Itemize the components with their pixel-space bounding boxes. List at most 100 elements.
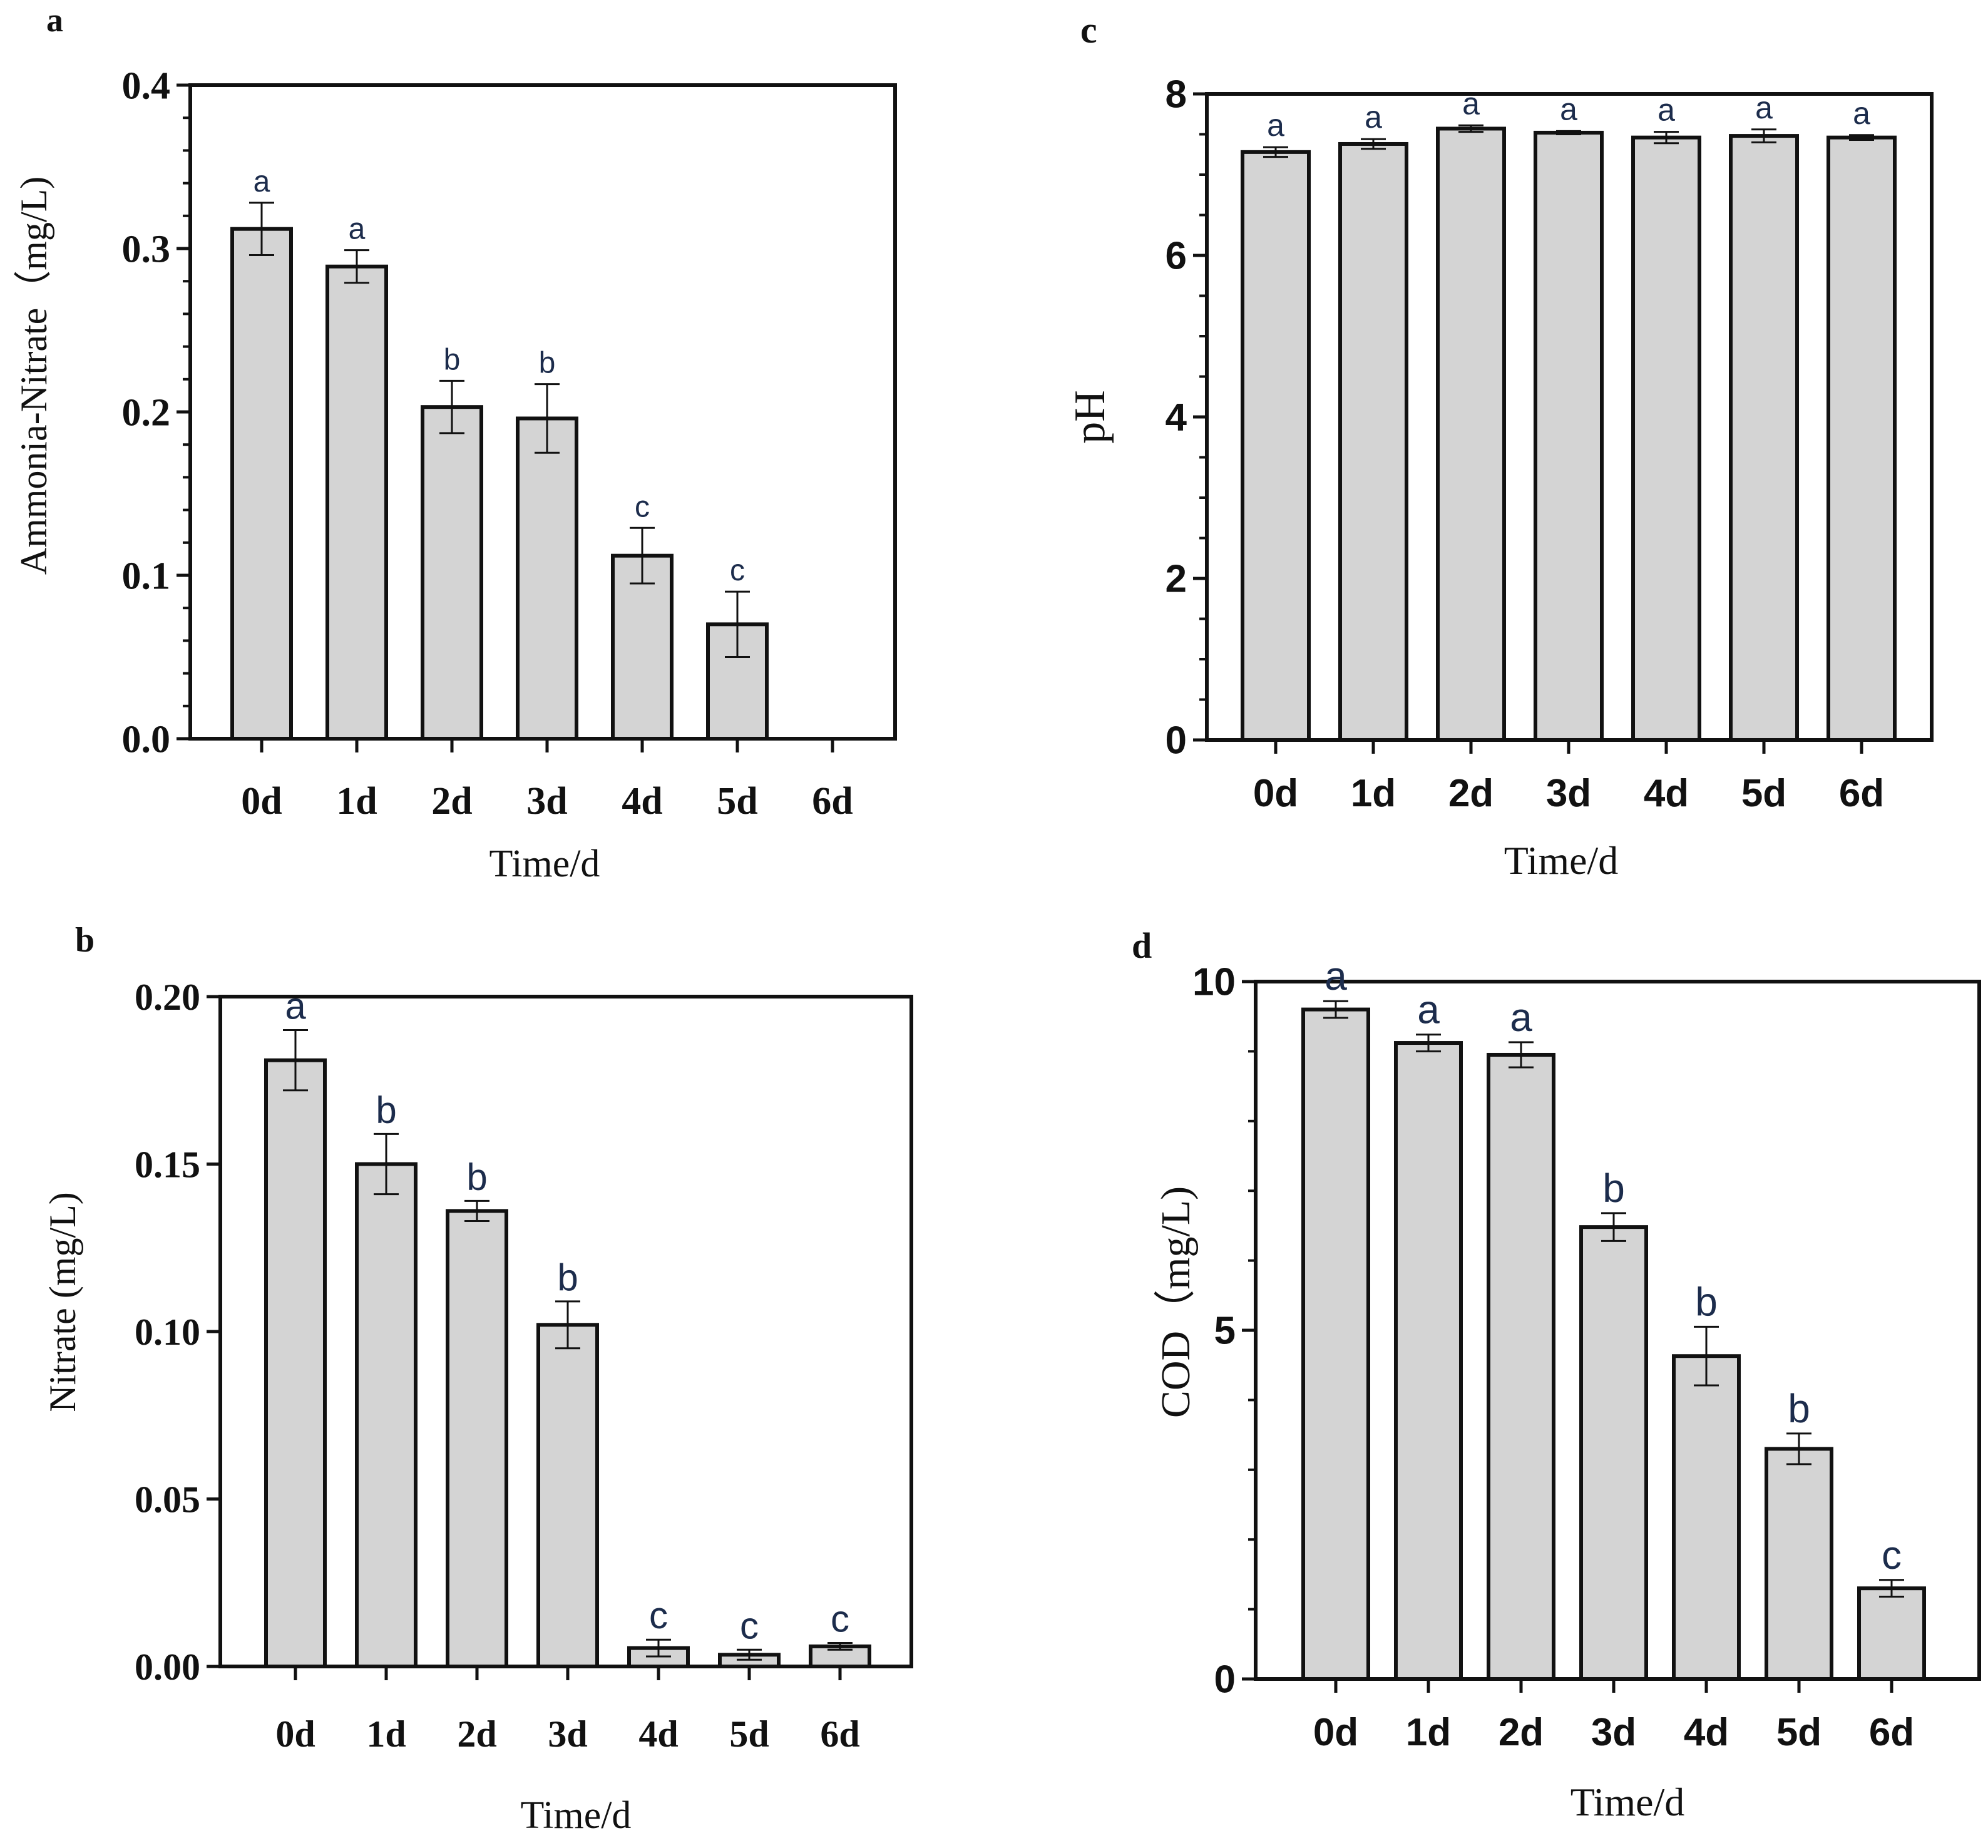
panel-c-bar (1827, 135, 1897, 742)
panel-a-significance-label: a (349, 213, 366, 246)
panel-b-xtick-label: 4d (638, 1713, 678, 1755)
panel-a-xtick-label: 4d (622, 780, 662, 823)
panel-a-bar (611, 553, 674, 741)
panel-d-bar (1301, 1007, 1370, 1681)
panel-d-xtick-label: 5d (1776, 1711, 1821, 1754)
panel-a-significance-label: c (730, 554, 745, 587)
panel-c-bar (1436, 126, 1506, 742)
panel-b-letter: b (75, 921, 95, 960)
panel-c-xtick-label: 3d (1546, 772, 1591, 815)
panel-d-xlabel: Time/d (1570, 1780, 1685, 1824)
panel-c-ytick-label: 4 (1166, 396, 1187, 439)
panel-a-ytick-label: 0.3 (122, 228, 171, 271)
panel-c-significance-label: a (1365, 100, 1382, 135)
panel-a-significance-label: c (635, 490, 650, 523)
panel-b-xtick-label: 3d (548, 1713, 587, 1755)
panel-c-ytick-label: 8 (1166, 73, 1187, 116)
panel-b-significance-label: c (649, 1594, 668, 1636)
panel-b-plot: 0.00 0.05 0.10 0.15 0.20 0d a 1d b 2d b 3d b 4d c 5d c 6d… (135, 977, 913, 1755)
panel-a-letter: a (46, 1, 63, 39)
panel-d-significance-label: c (1882, 1532, 1902, 1578)
panel-a-ytick-label: 0.4 (122, 65, 171, 108)
panel-b-ytick-label: 0.05 (135, 1479, 200, 1521)
panel-b-significance-label: a (285, 985, 306, 1027)
panel-b-xtick-label: 1d (366, 1713, 406, 1755)
panel-b-bar (355, 1162, 418, 1668)
panel-d-ytick-label: 0 (1214, 1658, 1236, 1702)
panel-c-xtick-label: 0d (1253, 772, 1298, 815)
panel-d-ytick-label: 5 (1214, 1310, 1236, 1353)
panel-a: a Ammonia-Nitrate（mg/L) Time/d 0.0 0.1 0.2… (13, 1, 897, 885)
panel-a-xtick-label: 0d (241, 780, 282, 823)
panel-a-ytick-label: 0.2 (122, 392, 171, 434)
panel-a-xtick-label: 5d (717, 780, 757, 823)
panel-d-bar (1487, 1052, 1555, 1681)
panel-d-xtick-label: 6d (1869, 1711, 1914, 1754)
panel-d-ylabel: COD（mg/L) (1153, 1186, 1199, 1418)
panel-d-significance-label: a (1417, 987, 1440, 1032)
panel-a-xtick-label: 3d (526, 780, 567, 823)
panel-b-bar (264, 1058, 327, 1668)
panel-b-ylabel: Nitrate (mg/L) (42, 1192, 83, 1412)
panel-a-bar (230, 227, 293, 741)
panel-c-bar (1534, 130, 1604, 742)
panel-b-xtick-label: 5d (729, 1713, 769, 1755)
panel-b-xlabel: Time/d (521, 1794, 632, 1837)
panel-a-bar (421, 405, 483, 741)
panel-d-bar (1672, 1354, 1741, 1681)
panel-a-xtick-label: 2d (431, 780, 472, 823)
panel-d-bar (1394, 1041, 1463, 1681)
panel-c-significance-label: a (1658, 93, 1675, 128)
panel-b-ytick-label: 0.10 (135, 1312, 200, 1353)
panel-c-xtick-label: 2d (1448, 772, 1494, 815)
panel-c-bar (1241, 150, 1311, 742)
panel-d-significance-label: b (1788, 1386, 1810, 1431)
panel-d-xtick-label: 1d (1406, 1711, 1451, 1754)
panel-c-significance-label: a (1462, 86, 1480, 121)
panel-b-ytick-label: 0.15 (135, 1144, 200, 1186)
panel-b-significance-label: c (740, 1604, 759, 1646)
panel-b-bar (536, 1323, 599, 1669)
panel-b-bar (446, 1209, 508, 1668)
panel-b-xtick-label: 0d (275, 1713, 315, 1755)
panel-c-ytick-label: 6 (1166, 235, 1187, 278)
panel-b-significance-label: b (376, 1089, 396, 1131)
panel-d-plot: 0 5 10 0d a 1d a 2d a 3d b 4d b 5d b 6d c (1192, 953, 1981, 1754)
panel-b-significance-label: b (466, 1156, 487, 1198)
panel-b-xtick-label: 2d (457, 1713, 496, 1755)
panel-a-ylabel: Ammonia-Nitrate（mg/L) (13, 177, 54, 575)
panel-c-bar (1729, 134, 1799, 742)
panel-d-significance-label: a (1324, 953, 1347, 998)
panel-d-significance-label: b (1695, 1279, 1718, 1324)
panel-c: c pH Time/d 0 2 4 6 8 0d a 1d a 2d a 3d a 4d a 5d a 6d a (1066, 9, 1934, 883)
panel-a-significance-label: a (254, 165, 270, 198)
panel-a-ytick-label: 0.0 (122, 719, 171, 761)
panel-a-bar (325, 264, 388, 741)
panel-a-xlabel: Time/d (489, 843, 600, 885)
panel-c-significance-label: a (1267, 108, 1284, 143)
panel-c-ytick-label: 2 (1166, 558, 1187, 601)
panel-a-bar (706, 622, 769, 741)
panel-a-xtick-label: 1d (336, 780, 377, 823)
panel-b-xtick-label: 6d (820, 1713, 859, 1755)
panel-b: b Nitrate (mg/L) Time/d 0.00 0.05 0.10 0.15… (42, 921, 913, 1837)
panel-b-ytick-label: 0.00 (135, 1646, 200, 1688)
panel-c-plot: 0 2 4 6 8 0d a 1d a 2d a 3d a 4d a 5d a 6d a (1166, 73, 1934, 815)
panel-c-xtick-label: 1d (1351, 772, 1396, 815)
panel-d-xtick-label: 0d (1313, 1711, 1358, 1754)
panel-a-ytick-label: 0.1 (122, 555, 171, 598)
panel-d-significance-label: a (1510, 995, 1532, 1040)
panel-c-letter: c (1080, 9, 1097, 51)
panel-b-significance-label: c (831, 1598, 849, 1640)
panel-d: d COD（mg/L) Time/d 0 5 10 0d a 1d a 2d a 3d b 4d b 5d… (1132, 925, 1981, 1824)
panel-c-xlabel: Time/d (1504, 838, 1619, 883)
panel-c-bar (1338, 141, 1408, 742)
panel-d-bar (1857, 1586, 1926, 1681)
panel-a-significance-label: b (539, 347, 556, 380)
panel-d-xtick-label: 3d (1591, 1711, 1636, 1754)
panel-d-bar (1579, 1225, 1648, 1681)
panel-c-significance-label: a (1560, 91, 1577, 126)
panel-b-ytick-label: 0.20 (135, 977, 200, 1018)
panel-c-significance-label: a (1755, 90, 1773, 125)
